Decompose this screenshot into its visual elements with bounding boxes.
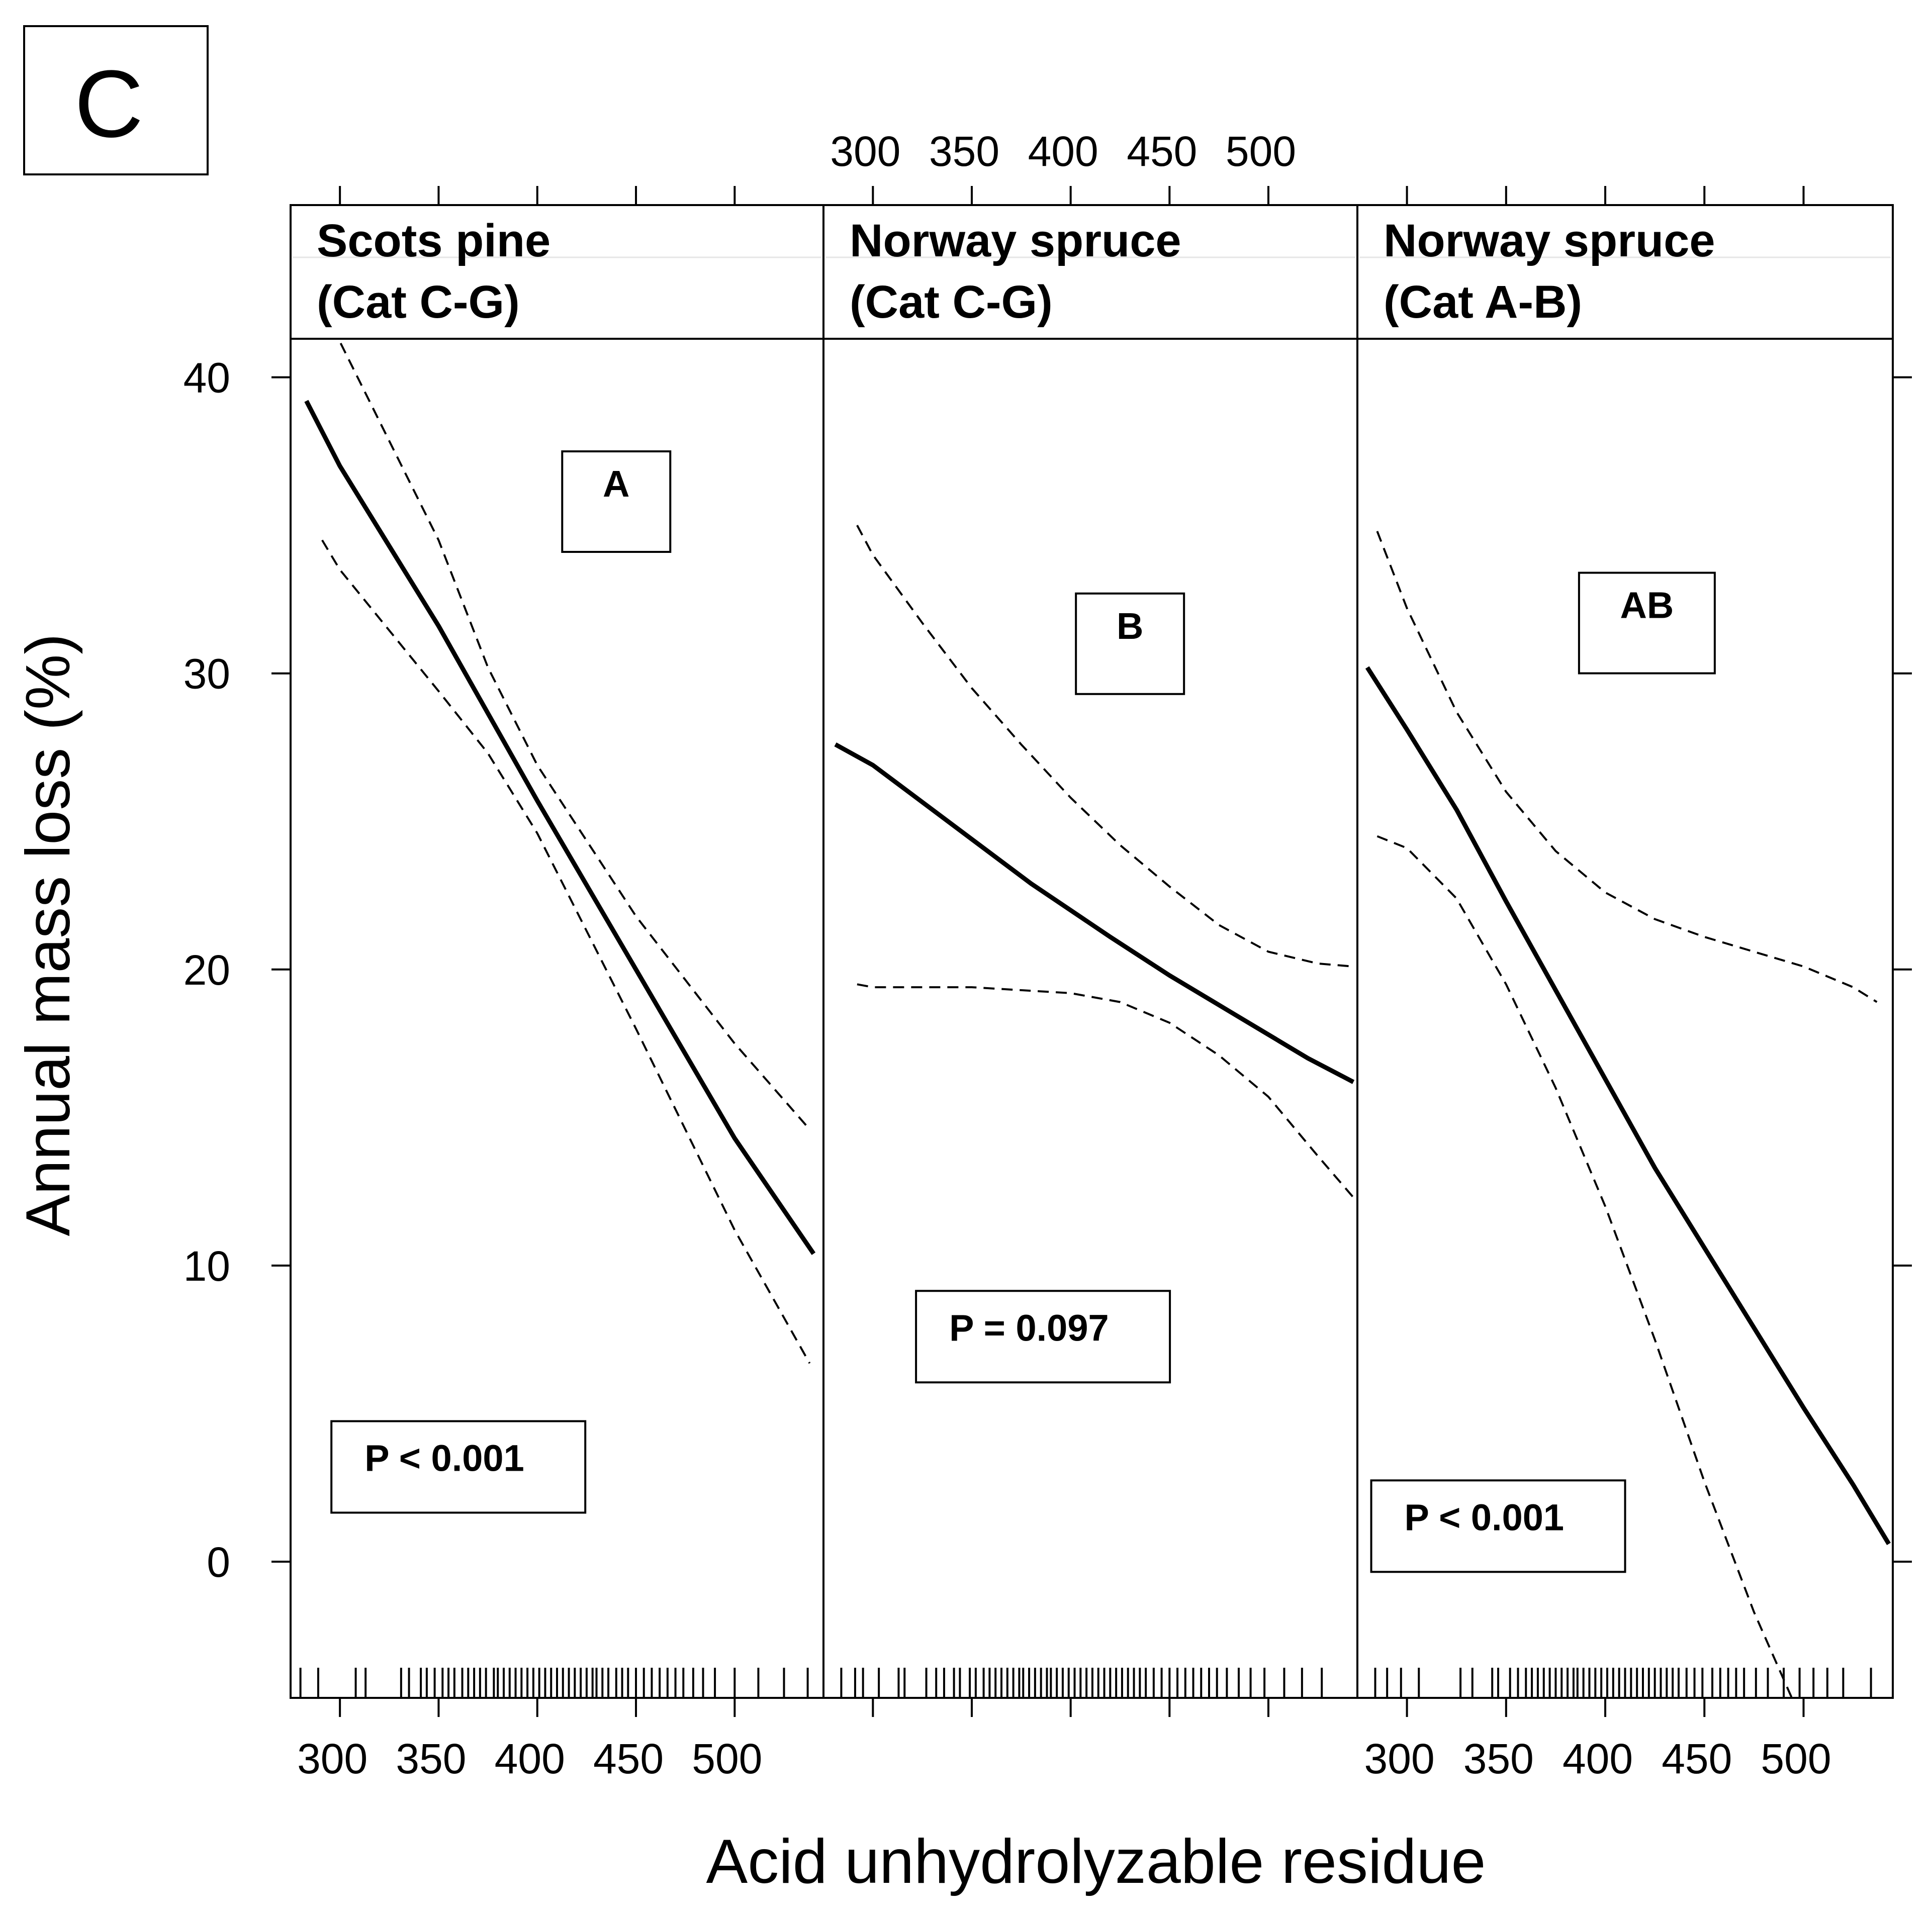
panel-label-box <box>23 25 209 175</box>
strip-title-line1: Norway spruce <box>850 215 1181 266</box>
panel-curves <box>1365 531 1891 1698</box>
panel-label-text: C <box>74 51 143 157</box>
panel-1: Scots pine (Cat C-G) A P < 0.001 300 350 400 45… <box>290 186 824 1782</box>
upper-ci-line <box>1376 531 1878 1003</box>
y-tick-label: 30 <box>183 650 230 698</box>
y-tick-label: 0 <box>207 1539 230 1586</box>
y-axis: 0 10 20 30 40 <box>183 354 1912 1586</box>
y-axis-title: Annual mass loss (%) <box>14 633 83 1236</box>
y-tick-label: 20 <box>183 946 230 994</box>
x-tick-label: 350 <box>1463 1735 1534 1782</box>
strip-background <box>1356 204 1894 340</box>
y-tick-label: 40 <box>183 354 230 402</box>
p-value: P = 0.097 <box>949 1307 1109 1349</box>
y-tick-label: 10 <box>183 1243 230 1290</box>
group-letter-box <box>561 450 672 553</box>
strip-title-line2: (Cat A-B) <box>1384 276 1582 328</box>
group-letter: AB <box>1620 585 1674 626</box>
panel-2: Norway spruce (Cat C-G) B P = 0.097 300 350 40… <box>822 128 1358 1717</box>
panel-curves <box>834 525 1355 1198</box>
upper-ci-line <box>337 339 811 1130</box>
rug <box>840 1668 1323 1697</box>
rug <box>299 1668 809 1697</box>
group-letter: B <box>1117 605 1143 647</box>
panel-curves <box>304 339 816 1364</box>
panel-3: Norway spruce (Cat A-B) AB P < 0.001 300 350 4… <box>1356 186 1894 1782</box>
x-tick-label: 300 <box>297 1735 367 1782</box>
x-tick-label-top: 450 <box>1127 128 1197 175</box>
x-tick-label: 450 <box>1662 1735 1732 1782</box>
p-value-box <box>330 1420 587 1514</box>
lower-ci-line <box>1376 835 1793 1698</box>
strip-title-line1: Norway spruce <box>1384 215 1715 266</box>
fit-line <box>1365 666 1891 1546</box>
x-tick-label-top: 400 <box>1028 128 1098 175</box>
panel-frame <box>1356 338 1894 1699</box>
p-value: P < 0.001 <box>364 1437 524 1479</box>
panel-frame <box>822 338 1358 1699</box>
fit-line <box>304 400 816 1255</box>
strip-background <box>290 204 824 340</box>
lower-ci-line <box>321 539 811 1364</box>
group-letter-box <box>1578 571 1716 675</box>
lower-ci-line <box>857 983 1354 1198</box>
x-tick-label-top: 300 <box>830 128 900 175</box>
p-value-box <box>1370 1479 1626 1573</box>
x-tick-label: 350 <box>396 1735 466 1782</box>
rug <box>1374 1668 1872 1697</box>
panel-label: C <box>23 25 209 175</box>
p-value: P < 0.001 <box>1405 1496 1565 1538</box>
strip-title-line2: (Cat C-G) <box>850 276 1053 328</box>
x-tick-label: 400 <box>495 1735 565 1782</box>
x-axis-title: Acid unhydrolyzable residue <box>706 1827 1486 1896</box>
x-tick-label: 400 <box>1562 1735 1633 1782</box>
strip-title-line1: Scots pine <box>317 215 550 266</box>
x-tick-label: 450 <box>593 1735 664 1782</box>
x-tick-label: 300 <box>1364 1735 1435 1782</box>
x-tick-label-top: 350 <box>929 128 999 175</box>
p-value-box <box>915 1290 1171 1384</box>
x-tick-label: 500 <box>1761 1735 1831 1782</box>
x-tick-label-top: 500 <box>1226 128 1296 175</box>
fit-line <box>834 742 1355 1084</box>
upper-ci-line <box>856 525 1354 968</box>
x-tick-label: 500 <box>692 1735 762 1782</box>
group-letter: A <box>603 463 629 505</box>
group-letter-box <box>1075 592 1185 695</box>
strip-background <box>822 204 1358 340</box>
strip-title-line2: (Cat C-G) <box>317 276 520 328</box>
